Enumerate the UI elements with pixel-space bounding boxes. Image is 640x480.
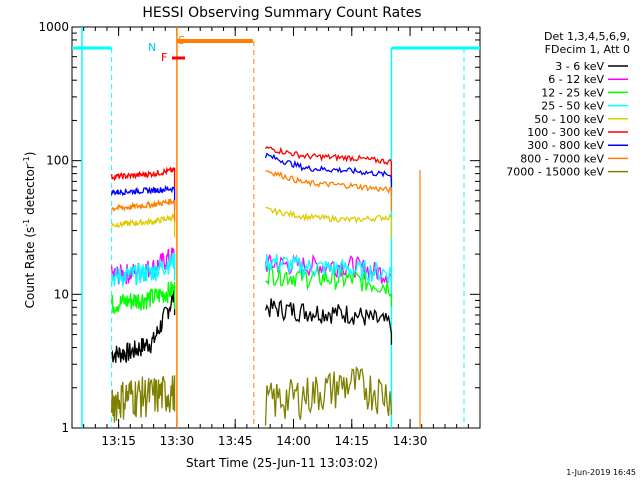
y-axis-label-end: ) [23, 152, 37, 157]
y-tick-label: 10 [54, 287, 69, 301]
legend-header-line-2: FDecim 1, Att 0 [545, 43, 630, 56]
y-axis-label-sup1: -1 [22, 219, 31, 227]
legend-entry-label-8: 7000 - 15000 keV [506, 166, 604, 179]
flag-label-s: S [178, 34, 185, 47]
x-tick-label: 13:45 [218, 434, 253, 448]
y-axis-label-mid: detector [23, 164, 37, 219]
footer-timestamp: 1-Jun-2019 16:45 [566, 468, 636, 477]
series-8-segment-1 [110, 375, 176, 423]
x-tick-label: 14:30 [393, 434, 428, 448]
series-2-segment-2 [265, 264, 393, 307]
series-8-segment-2 [264, 365, 393, 426]
x-axis-label: Start Time (25-Jun-11 13:03:02) [186, 456, 378, 470]
series-6-segment-1 [110, 184, 176, 210]
flag-label-f: F [161, 51, 167, 64]
series-5-segment-2 [264, 145, 393, 183]
y-tick-label: 1000 [38, 20, 69, 34]
plot-frame [71, 26, 481, 429]
flag-label-n: N [148, 41, 156, 54]
y-axis-label-main: Count Rate (s [23, 227, 37, 309]
legend-entry-label-5: 100 - 300 keV [527, 126, 604, 139]
legend-entry-label-1: 6 - 12 keV [548, 73, 604, 86]
y-tick-label: 100 [46, 154, 69, 168]
series-6-segment-2 [264, 152, 393, 196]
series-3-segment-1 [110, 251, 176, 289]
legend-entry-label-7: 800 - 7000 keV [520, 152, 604, 165]
y-axis-label-sup2: -1 [22, 156, 31, 164]
series-3-segment-2 [264, 253, 393, 294]
series-2-segment-1 [110, 281, 176, 316]
chart-title: HESSI Observing Summary Count Rates [142, 5, 421, 21]
x-tick-label: 13:30 [160, 434, 195, 448]
series-4-segment-2 [265, 206, 393, 238]
series-0-segment-1 [111, 286, 176, 363]
x-tick-label: 13:15 [101, 434, 136, 448]
legend-entry-label-4: 50 - 100 keV [534, 113, 604, 126]
series-7-segment-2 [265, 170, 393, 211]
y-axis-label: Count Rate (s-1 detector-1) [22, 152, 37, 309]
legend-entry-label-3: 25 - 50 keV [541, 100, 604, 113]
series-4-segment-1 [110, 212, 176, 238]
legend-entry-label-2: 12 - 25 keV [541, 86, 604, 99]
legend-header-line-1: Det 1,3,4,5,6,9, [544, 30, 630, 43]
plot-layer: 13:15 13:30 13:45 14:00 14:15 14:30 1 10 100 1000… [38, 20, 481, 448]
series-0-segment-2 [264, 298, 393, 345]
series-7-segment-1 [111, 197, 176, 222]
x-tick-label: 14:00 [276, 434, 311, 448]
legend-entry-label-6: 300 - 800 keV [527, 139, 604, 152]
x-tick-label: 14:15 [334, 434, 369, 448]
y-tick-label: 1 [61, 421, 69, 435]
series-5-segment-1 [110, 166, 176, 191]
legend-entry-label-0: 3 - 6 keV [555, 60, 604, 73]
